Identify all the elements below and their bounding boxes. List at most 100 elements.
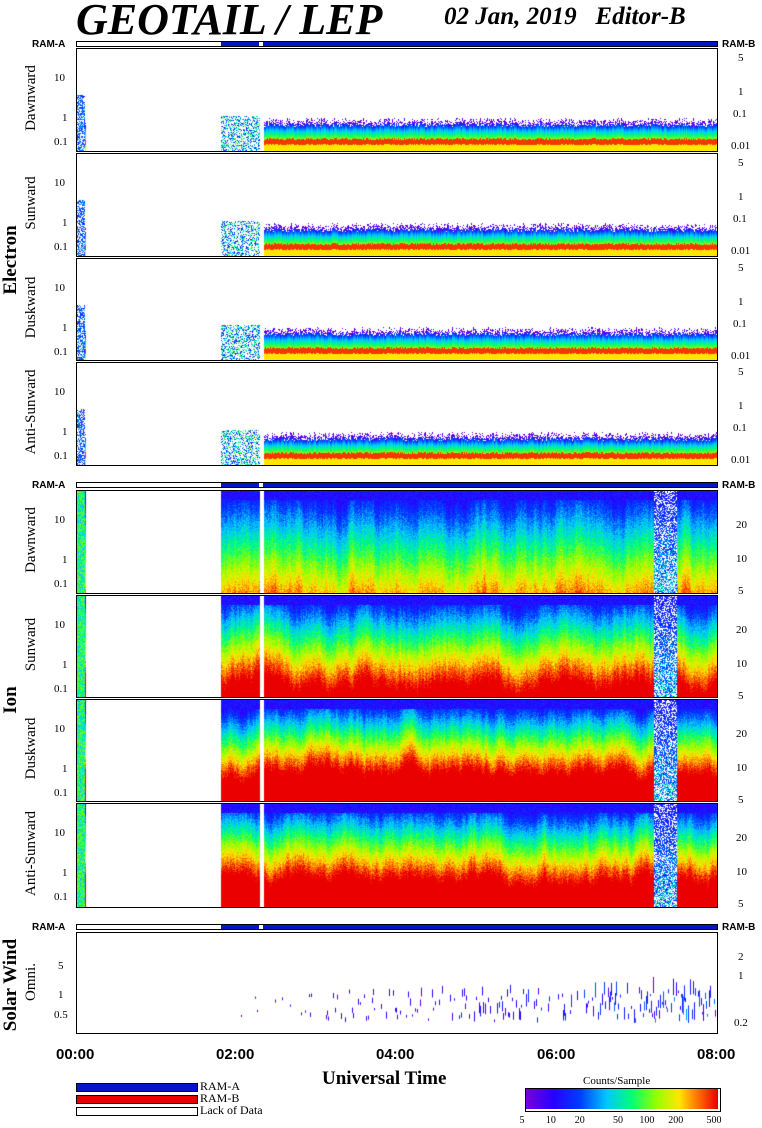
sw-tick-left-1: 1 bbox=[58, 989, 64, 1001]
y-tick-right-3-0: 5 bbox=[738, 366, 744, 378]
y-tick-right-6-2: 5 bbox=[738, 794, 744, 806]
y-tick-right-3-1: 1 bbox=[738, 400, 744, 412]
x-tick-1: 02:00 bbox=[216, 1046, 255, 1063]
y-tick-right-0-2: 0.1 bbox=[733, 108, 747, 120]
sw-tick-left-2: 0.5 bbox=[54, 1009, 68, 1021]
y-tick-right-1-3: 0.01 bbox=[731, 245, 751, 257]
y-tick-right-3-3: 0.01 bbox=[731, 454, 751, 466]
y-tick-right-1-0: 5 bbox=[738, 157, 744, 169]
colorbar-tick-3: 50 bbox=[613, 1115, 623, 1126]
ram-a-label-electron: RAM-A bbox=[32, 39, 66, 50]
x-tick-0: 00:00 bbox=[56, 1046, 95, 1063]
y-tick-right-0-3: 0.01 bbox=[731, 140, 751, 152]
y-tick-right-1-1: 1 bbox=[738, 191, 744, 203]
x-tick-3: 06:00 bbox=[537, 1046, 576, 1063]
ram-gap bbox=[259, 483, 264, 487]
legend-ram-b-label: RAM-B bbox=[200, 1091, 240, 1105]
ram-mode-bar bbox=[221, 483, 717, 487]
panel-ion-anti-sunward bbox=[76, 803, 718, 908]
x-tick-4: 08:00 bbox=[697, 1046, 736, 1063]
y-tick-left-5-1: 1 bbox=[62, 659, 68, 671]
ram-gap bbox=[259, 925, 264, 929]
panel-solar-wind-omni bbox=[76, 932, 718, 1034]
legend-ram-a-label: RAM-A bbox=[200, 1079, 241, 1093]
y-tick-right-5-2: 5 bbox=[738, 690, 744, 702]
panel-electron-duskward bbox=[76, 258, 718, 361]
ram-a-label-solar-wind: RAM-A bbox=[32, 922, 66, 933]
ylabel-ion-anti-sunward: Anti-Sunward bbox=[23, 811, 39, 896]
colorbar-tick-4: 100 bbox=[639, 1115, 655, 1126]
y-tick-left-5-2: 0.1 bbox=[54, 683, 68, 695]
y-tick-right-0-0: 5 bbox=[738, 52, 744, 64]
ram-strip-electron bbox=[76, 41, 718, 47]
y-tick-left-4-2: 0.1 bbox=[54, 578, 68, 590]
y-tick-right-2-3: 0.01 bbox=[731, 350, 751, 362]
y-tick-left-6-0: 10 bbox=[54, 723, 65, 735]
y-tick-right-4-1: 10 bbox=[736, 553, 747, 565]
y-tick-right-2-0: 5 bbox=[738, 262, 744, 274]
ylabel-ion-sunward: Sunward bbox=[23, 617, 39, 672]
ram-mode-bar bbox=[221, 42, 717, 46]
y-tick-left-0-2: 0.1 bbox=[54, 136, 68, 148]
y-tick-left-0-0: 10 bbox=[54, 72, 65, 84]
ylabel-solar-wind-omni: Omni. bbox=[23, 963, 39, 1001]
colorbar-tick-6: 500 bbox=[706, 1115, 722, 1126]
y-tick-left-7-0: 10 bbox=[54, 827, 65, 839]
chart-date-editor: 02 Jan, 2019 Editor-B bbox=[444, 3, 686, 31]
chart-editor: Editor-B bbox=[595, 3, 686, 30]
y-tick-left-1-0: 10 bbox=[54, 177, 65, 189]
ram-b-label-solar-wind: RAM-B bbox=[722, 922, 756, 933]
panel-ion-sunward bbox=[76, 595, 718, 698]
ram-a-label-ion: RAM-A bbox=[32, 480, 66, 491]
y-tick-right-5-1: 10 bbox=[736, 658, 747, 670]
sw-tick-right-1: 1 bbox=[738, 970, 744, 982]
ram-gap bbox=[259, 42, 264, 46]
ram-strip-solar-wind bbox=[76, 924, 718, 930]
ram-mode-bar bbox=[221, 925, 717, 929]
y-tick-left-3-1: 1 bbox=[62, 426, 68, 438]
y-tick-right-6-1: 10 bbox=[736, 762, 747, 774]
colorbar-tick-1: 10 bbox=[545, 1115, 556, 1126]
ylabel-electron-duskward: Duskward bbox=[23, 276, 39, 339]
legend-ram-b-swatch bbox=[76, 1095, 198, 1104]
panel-electron-anti-sunward bbox=[76, 362, 718, 466]
y-tick-left-2-2: 0.1 bbox=[54, 346, 68, 358]
colorbar-title: Counts/Sample bbox=[583, 1075, 651, 1087]
y-tick-left-4-1: 1 bbox=[62, 554, 68, 566]
y-tick-right-5-0: 20 bbox=[736, 624, 747, 636]
y-tick-left-1-2: 0.1 bbox=[54, 241, 68, 253]
sw-tick-right-0: 2 bbox=[738, 951, 744, 963]
ram-b-label-ion: RAM-B bbox=[722, 480, 756, 491]
y-tick-left-7-1: 1 bbox=[62, 867, 68, 879]
y-tick-left-5-0: 10 bbox=[54, 619, 65, 631]
y-tick-right-4-0: 20 bbox=[736, 519, 747, 531]
y-tick-right-3-2: 0.1 bbox=[733, 422, 747, 434]
legend-lack-label: Lack of Data bbox=[200, 1103, 263, 1117]
colorbar bbox=[525, 1088, 721, 1112]
ram-b-label-electron: RAM-B bbox=[722, 39, 756, 50]
y-tick-right-0-1: 1 bbox=[738, 86, 744, 98]
y-tick-left-7-2: 0.1 bbox=[54, 891, 68, 903]
panel-electron-dawnward bbox=[76, 48, 718, 152]
y-tick-left-2-0: 10 bbox=[54, 282, 65, 294]
y-tick-right-4-2: 5 bbox=[738, 585, 744, 597]
legend-ram-a-swatch bbox=[76, 1083, 198, 1092]
y-tick-left-2-1: 1 bbox=[62, 322, 68, 334]
x-tick-2: 04:00 bbox=[376, 1046, 415, 1063]
panel-ion-duskward bbox=[76, 699, 718, 802]
chart-title: GEOTAIL / LEP bbox=[76, 0, 383, 44]
sw-tick-right-2: 0.2 bbox=[734, 1017, 748, 1029]
y-tick-left-0-1: 1 bbox=[62, 112, 68, 124]
y-tick-right-7-0: 20 bbox=[736, 832, 747, 844]
group-label-ion: Ion bbox=[0, 686, 21, 714]
x-axis-label: Universal Time bbox=[322, 1068, 447, 1089]
y-tick-left-6-1: 1 bbox=[62, 763, 68, 775]
y-tick-left-6-2: 0.1 bbox=[54, 787, 68, 799]
colorbar-tick-0: 5 bbox=[519, 1115, 525, 1126]
y-tick-right-2-1: 1 bbox=[738, 296, 744, 308]
y-tick-right-2-2: 0.1 bbox=[733, 318, 747, 330]
sw-tick-left-0: 5 bbox=[58, 960, 64, 972]
ylabel-electron-anti-sunward: Anti-Sunward bbox=[23, 369, 39, 455]
panel-ion-dawnward bbox=[76, 490, 718, 594]
panel-electron-sunward bbox=[76, 153, 718, 257]
